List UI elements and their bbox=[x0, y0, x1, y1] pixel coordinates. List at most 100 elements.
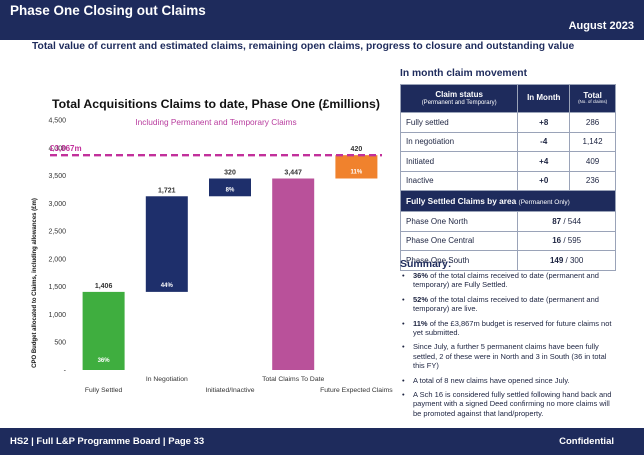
total-cell: 1,142 bbox=[569, 131, 616, 152]
x-category-label: Total Claims To Date bbox=[262, 376, 324, 383]
header-bar: Phase One Closing out Claims August 2023 bbox=[0, 0, 644, 40]
table-row: Fully settled +8 286 bbox=[399, 112, 616, 133]
area-title-sub: (Permanent Only) bbox=[518, 199, 570, 206]
y-tick-label: 1,000 bbox=[48, 312, 66, 319]
y-tick-label: 4,000 bbox=[48, 145, 66, 152]
footer-classification: Confidential bbox=[559, 436, 614, 447]
page-title: Phase One Closing out Claims bbox=[10, 3, 206, 18]
area-settled: 16 bbox=[552, 236, 562, 246]
bar-percent-label: 36% bbox=[98, 358, 111, 364]
status-cell: Initiated bbox=[399, 151, 519, 172]
x-axis-categories: Fully Settled In Negotiation Initiated/Ina… bbox=[85, 376, 393, 394]
bar-percent-label: 8% bbox=[226, 187, 235, 193]
y-tick-label: 2,000 bbox=[48, 256, 66, 263]
area-settled: 87 bbox=[552, 216, 562, 226]
table-header-row: Claim status (Permanent and Temporary) In… bbox=[399, 84, 616, 113]
table-row: Phase One South 149 / 300 bbox=[399, 250, 616, 271]
y-tick-label: 500 bbox=[54, 340, 66, 347]
list-item: Since July, a further 5 permanent claims… bbox=[400, 342, 620, 370]
summary-list: 36% of the total claims received to date… bbox=[400, 271, 620, 418]
area-total: 300 bbox=[569, 255, 584, 265]
area-value-cell: 149 / 300 bbox=[517, 250, 616, 271]
total-cell: 409 bbox=[569, 151, 616, 172]
area-header-cell: Fully Settled Claims by area (Permanent … bbox=[400, 190, 616, 212]
area-total: 595 bbox=[567, 236, 582, 246]
col-total: Total (No. of claims) bbox=[569, 84, 616, 113]
summary-item-text: of the total claims received to date (pe… bbox=[413, 294, 599, 314]
x-category-label: Fully Settled bbox=[85, 387, 123, 394]
bar bbox=[209, 178, 251, 197]
total-cell: 286 bbox=[569, 112, 616, 133]
area-name-cell: Phase One North bbox=[399, 211, 519, 232]
table-row: In negotiation -4 1,142 bbox=[399, 131, 616, 152]
table-row: Phase One Central 16 / 595 bbox=[399, 230, 616, 251]
y-axis-label: CPO Budget allocated to Claims, includin… bbox=[32, 198, 38, 368]
y-tick-label: 4,500 bbox=[48, 118, 66, 125]
y-tick-label: 3,000 bbox=[48, 201, 66, 208]
y-tick-label: - bbox=[64, 368, 67, 375]
waterfall-chart: Total Acquisitions Claims to date, Phase… bbox=[10, 88, 395, 401]
y-tick-label: 3,500 bbox=[48, 173, 66, 180]
col-in-month: In Month bbox=[517, 84, 571, 113]
bars: 1,406 36% 1,721 44% 320 8% 3,447 420 11% £3,867m bbox=[50, 144, 382, 370]
list-item: A total of 8 new claims have opened sinc… bbox=[400, 376, 620, 386]
chart-title: Total Acquisitions Claims to date, Phase… bbox=[52, 97, 380, 111]
month-cell: +8 bbox=[517, 112, 571, 133]
summary-panel: Summary: 36% of the total claims receive… bbox=[400, 258, 620, 423]
bar-value-label: 1,406 bbox=[95, 283, 113, 290]
bar-value-label: 3,447 bbox=[284, 170, 302, 177]
chart-subtitle: Including Permanent and Temporary Claims bbox=[135, 117, 296, 127]
chart-svg: Total Acquisitions Claims to date, Phase… bbox=[32, 97, 393, 394]
bar-percent-label: 44% bbox=[161, 283, 174, 289]
col-in-month-label: In Month bbox=[527, 93, 561, 103]
claim-movement-table: Claim status (Permanent and Temporary) In… bbox=[399, 84, 616, 271]
summary-item-text: of the £3,867m budget is reserved for fu… bbox=[413, 318, 612, 338]
month-cell: +0 bbox=[517, 170, 571, 191]
movement-title: In month claim movement bbox=[400, 68, 528, 79]
y-tick-label: 2,500 bbox=[48, 229, 66, 236]
bar bbox=[335, 155, 378, 179]
area-title: Fully Settled Claims by area bbox=[406, 196, 517, 206]
status-cell: In negotiation bbox=[399, 131, 519, 152]
col-total-label: Total bbox=[583, 90, 602, 100]
summary-item-text: Since July, a further 5 permanent claims… bbox=[413, 342, 607, 371]
list-item: A Sch 16 is considered fully settled fol… bbox=[400, 390, 620, 418]
total-cell: 236 bbox=[569, 170, 616, 191]
y-tick-label: 1,500 bbox=[48, 284, 66, 291]
bar bbox=[145, 196, 188, 292]
col-claim-status-label: Claim status bbox=[435, 90, 483, 100]
status-cell: Fully settled bbox=[399, 112, 519, 133]
bar-percent-label: 11% bbox=[351, 170, 363, 176]
table-row: Inactive +0 236 bbox=[399, 170, 616, 191]
col-claim-status: Claim status (Permanent and Temporary) bbox=[399, 84, 519, 113]
footer-page-info: HS2 | Full L&P Programme Board | Page 33 bbox=[10, 436, 205, 447]
status-cell: Inactive bbox=[399, 170, 519, 191]
x-category-label: In Negotiation bbox=[146, 376, 188, 383]
list-item: 11% of the £3,867m budget is reserved fo… bbox=[400, 319, 620, 338]
bar bbox=[82, 291, 125, 370]
col-claim-status-sub: (Permanent and Temporary) bbox=[421, 99, 497, 106]
list-item: 52% of the total claims received to date… bbox=[400, 295, 620, 314]
area-value-cell: 87 / 544 bbox=[517, 211, 616, 232]
list-item: 36% of the total claims received to date… bbox=[400, 271, 620, 290]
col-total-sub: (No. of claims) bbox=[578, 99, 608, 105]
footer-bar: HS2 | Full L&P Programme Board | Page 33… bbox=[0, 428, 644, 455]
area-header-row: Fully Settled Claims by area (Permanent … bbox=[400, 190, 616, 212]
table-row: Phase One North 87 / 544 bbox=[399, 211, 616, 232]
bar-value-label: 420 bbox=[351, 146, 363, 153]
month-cell: -4 bbox=[517, 131, 571, 152]
summary-item-text: of the total claims received to date (pe… bbox=[413, 271, 599, 290]
summary-title: Summary: bbox=[400, 258, 452, 270]
report-date: August 2023 bbox=[568, 20, 634, 32]
x-category-label: Initiated/Inactive bbox=[205, 387, 254, 394]
table-row: Initiated +4 409 bbox=[399, 151, 616, 172]
x-category-label: Future Expected Claims bbox=[320, 387, 393, 394]
area-name-cell: Phase One Central bbox=[399, 230, 519, 251]
area-settled: 149 bbox=[549, 255, 564, 265]
area-total: 544 bbox=[567, 216, 582, 226]
bar bbox=[272, 178, 315, 370]
summary-item-bold: 52% bbox=[413, 294, 429, 304]
page-subtitle: Total value of current and estimated cla… bbox=[32, 41, 575, 52]
bar-value-label: 1,721 bbox=[158, 187, 176, 194]
summary-item-bold: 36% bbox=[413, 271, 429, 280]
